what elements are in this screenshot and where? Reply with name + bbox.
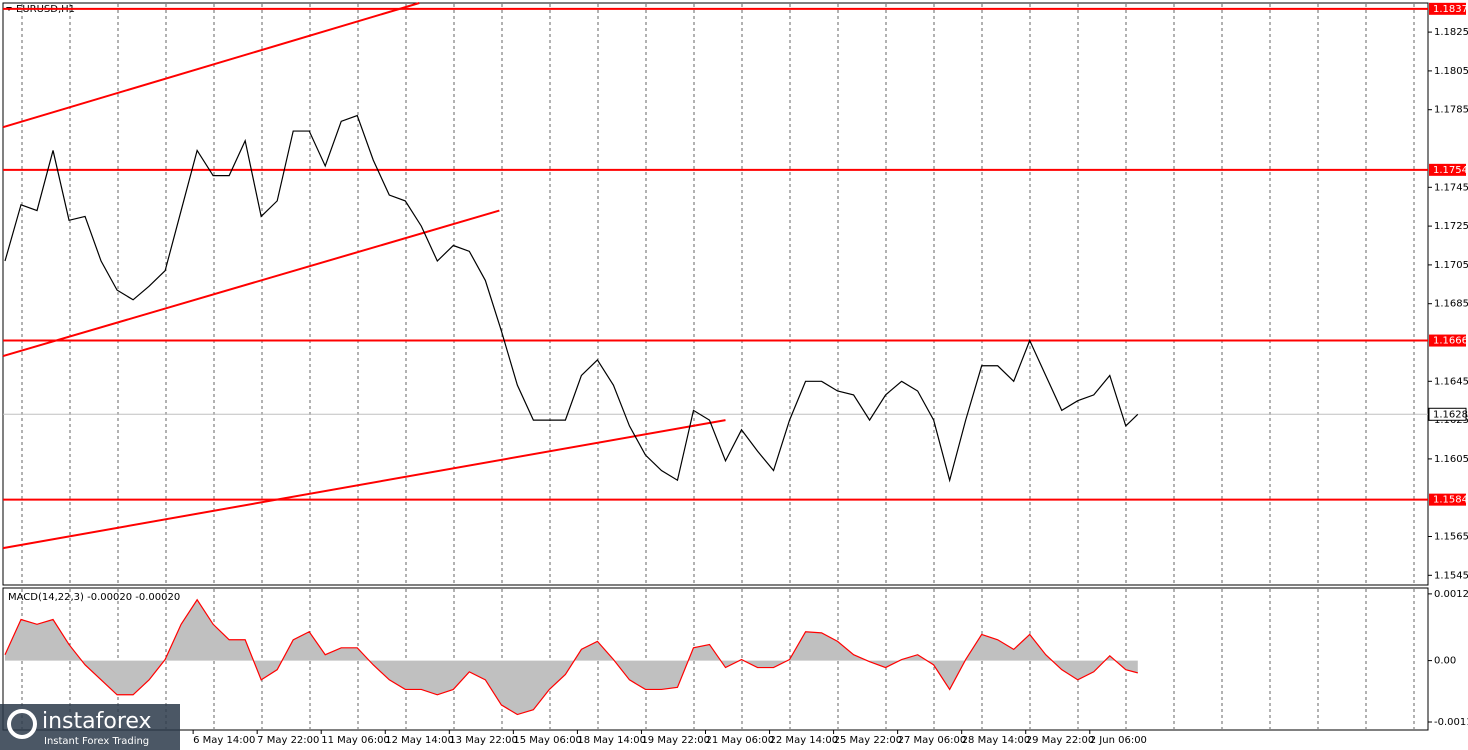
level-label: 1.1584 [1433, 495, 1468, 506]
y-tick-label: 1.1725 [1434, 221, 1468, 232]
level-label-bg [1429, 493, 1466, 506]
watermark-text: instaforex [42, 709, 152, 734]
x-tick-label: 11 May 06:00 [321, 735, 390, 746]
y-tick-label: 1.1565 [1434, 532, 1468, 543]
y-tick-label: 1.1605 [1434, 454, 1468, 465]
current-price-label-bg [1428, 407, 1467, 421]
y-tick-label: 1.1825 [1434, 27, 1468, 38]
watermark-subtext: Instant Forex Trading [44, 736, 149, 747]
level-label: 1.1754 [1433, 165, 1468, 176]
y-tick-label: 1.1545 [1434, 570, 1468, 581]
trend-line [2, 209, 500, 358]
y-tick-label: 1.1745 [1434, 182, 1468, 193]
x-tick-label: 27 May 06:00 [898, 735, 967, 746]
level-label: 1.1837 [1433, 4, 1468, 15]
level-label: 1.1666 [1433, 336, 1468, 347]
level-label-bg [1429, 334, 1466, 347]
current-price-label: 1.1628 [1433, 409, 1468, 420]
x-tick-label: 15 May 06:00 [513, 735, 582, 746]
y-tick-label: 1.1645 [1434, 376, 1468, 387]
y-tick-label: 1.1705 [1434, 260, 1468, 271]
x-tick-label: 7 May 22:00 [257, 735, 319, 746]
macd-title: MACD(14,22,3) -0.00020 -0.00020 [8, 592, 180, 603]
price-line [4, 114, 1139, 483]
trend-line [2, 2, 420, 129]
level-label-bg [1429, 2, 1466, 15]
y-tick-label: 0.00 [1434, 656, 1456, 667]
x-tick-label: 6 May 14:00 [193, 735, 255, 746]
watermark: instaforex Instant Forex Trading [0, 704, 180, 750]
trend-line [2, 419, 726, 550]
x-tick-label: 28 May 14:00 [962, 735, 1031, 746]
macd-line [4, 598, 1138, 716]
x-tick-label: 21 May 06:00 [705, 735, 774, 746]
x-tick-label: 12 May 14:00 [385, 735, 454, 746]
y-tick-label: 1.1805 [1434, 66, 1468, 77]
macd-panel [2, 587, 1429, 731]
main-panel [2, 2, 1429, 586]
x-tick-label: 2 Jun 06:00 [1090, 735, 1147, 746]
y-tick-label: 1.1685 [1434, 299, 1468, 310]
y-tick-label: 0.00125 [1434, 589, 1468, 600]
x-tick-label: 29 May 22:00 [1026, 735, 1095, 746]
x-tick-label: 19 May 22:00 [641, 735, 710, 746]
watermark-icon [7, 709, 37, 739]
x-tick-label: 25 May 22:00 [834, 735, 903, 746]
level-label-bg [1429, 163, 1466, 176]
x-tick-label: 22 May 14:00 [770, 735, 839, 746]
y-tick-label: 1.1785 [1434, 105, 1468, 116]
y-tick-label: -0.00115 [1434, 717, 1468, 728]
x-tick-label: 13 May 22:00 [449, 735, 518, 746]
x-tick-label: 18 May 14:00 [577, 735, 646, 746]
